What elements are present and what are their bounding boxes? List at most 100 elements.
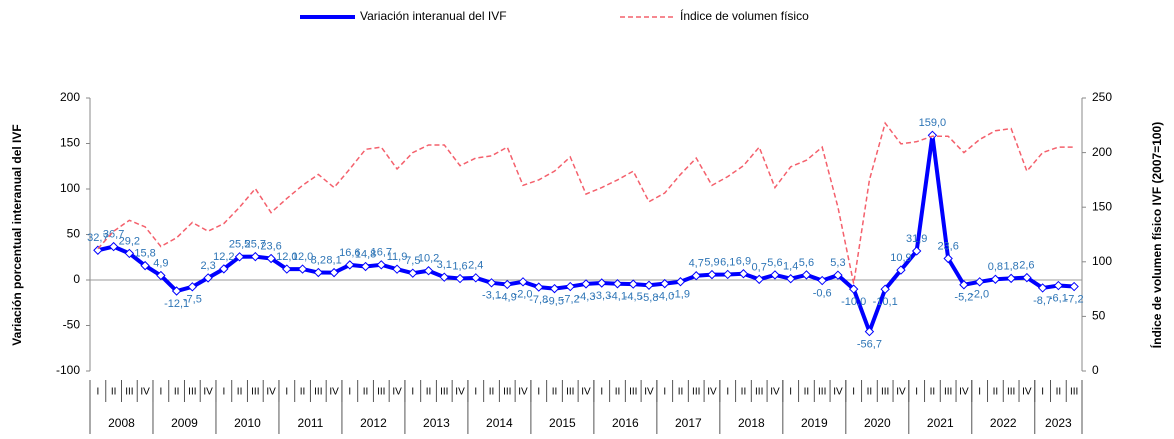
data-label: -2,0 xyxy=(970,289,989,301)
marker xyxy=(1022,272,1032,283)
marker xyxy=(691,271,701,281)
y-tick-label: 100 xyxy=(60,181,80,195)
data-label: 6,9 xyxy=(736,256,751,268)
marker xyxy=(124,248,135,259)
marker xyxy=(1037,283,1048,293)
data-label: -4,0 xyxy=(655,291,674,303)
year-label: 2011 xyxy=(298,416,324,430)
x-tick-label: III xyxy=(125,387,133,398)
y-tick-label: 50 xyxy=(67,227,81,241)
data-label: 29,2 xyxy=(119,235,140,247)
marker xyxy=(392,264,402,274)
data-label: 31,9 xyxy=(906,233,927,245)
marker xyxy=(345,260,355,270)
x-tick-label: IV xyxy=(392,387,402,398)
data-label: 16,6 xyxy=(339,247,360,259)
data-label: 36,7 xyxy=(103,229,124,241)
data-label: 2,6 xyxy=(1019,260,1034,272)
year-label: 2019 xyxy=(801,416,828,430)
x-tick-label: III xyxy=(440,387,448,398)
x-tick-label: III xyxy=(944,387,952,398)
data-label: -5,2 xyxy=(954,292,973,304)
data-label: 23,6 xyxy=(937,240,958,252)
x-tick-label: III xyxy=(1070,387,1078,398)
data-label: 5,3 xyxy=(830,257,845,269)
marker xyxy=(187,282,198,292)
y2-tick-label: 250 xyxy=(1092,90,1112,104)
x-tick-label: I xyxy=(663,387,666,398)
marker xyxy=(770,270,780,280)
year-label: 2015 xyxy=(549,416,576,430)
data-label: -6,1 xyxy=(1049,292,1068,304)
y-tick-label: -50 xyxy=(63,318,81,332)
x-tick-label: IV xyxy=(770,387,780,398)
data-label: 1,6 xyxy=(452,260,467,272)
x-tick-label: II xyxy=(1056,387,1062,398)
year-label: 2020 xyxy=(864,416,891,430)
y-tick-label: 0 xyxy=(73,272,80,286)
year-label: 2023 xyxy=(1045,416,1072,430)
x-tick-label: III xyxy=(566,387,574,398)
year-label: 2010 xyxy=(234,416,261,430)
x-tick-label: IV xyxy=(518,387,528,398)
marker xyxy=(628,279,638,289)
x-tick-label: I xyxy=(285,387,288,398)
year-label: 2012 xyxy=(360,416,387,430)
marker xyxy=(943,253,953,264)
marker xyxy=(785,274,796,284)
x-tick-label: I xyxy=(474,387,477,398)
data-label: -4,3 xyxy=(577,291,596,303)
data-label: -7,5 xyxy=(183,294,202,306)
marker xyxy=(1053,280,1064,291)
marker xyxy=(93,245,103,255)
marker xyxy=(486,278,497,288)
year-label: 2014 xyxy=(486,416,513,430)
data-label: -9,5 xyxy=(545,296,564,308)
data-label: 32,7 xyxy=(87,232,108,244)
marker xyxy=(439,272,449,282)
data-label: 2,4 xyxy=(468,260,483,272)
x-tick-label: IV xyxy=(329,387,339,398)
marker xyxy=(927,130,938,141)
data-label: 4,7 xyxy=(689,258,704,270)
year-label: 2018 xyxy=(738,416,765,430)
data-label: 0,7 xyxy=(752,261,767,273)
data-label: -4,9 xyxy=(498,291,517,303)
y-axis-title: Variación porcentual interanual del IVF xyxy=(10,124,24,345)
data-label: -8,7 xyxy=(1033,295,1052,307)
marker xyxy=(911,246,922,256)
data-label: 3,1 xyxy=(437,259,452,271)
marker xyxy=(140,260,150,271)
marker xyxy=(612,279,623,289)
x-tick-label: III xyxy=(818,387,826,398)
x-tick-label: I xyxy=(1041,387,1044,398)
marker xyxy=(1069,281,1079,292)
x-tick-label: II xyxy=(363,387,369,398)
data-label: -5,8 xyxy=(639,292,658,304)
data-label: 12,2 xyxy=(213,251,234,263)
data-label: 159,0 xyxy=(919,117,947,129)
legend-label: Variación interanual del IVF xyxy=(360,9,507,23)
year-label: 2009 xyxy=(171,416,198,430)
marker xyxy=(471,273,481,283)
data-label: 8,2 xyxy=(311,254,326,266)
x-tick-label: IV xyxy=(644,387,654,398)
marker xyxy=(502,279,512,290)
x-tick-label: II xyxy=(237,387,243,398)
x-tick-label: II xyxy=(678,387,684,398)
x-tick-label: III xyxy=(629,387,637,398)
marker xyxy=(360,261,371,272)
data-label: -4,1 xyxy=(608,291,627,303)
x-tick-label: I xyxy=(726,387,729,398)
data-label: 7,5 xyxy=(405,255,420,267)
marker xyxy=(801,270,812,280)
marker xyxy=(534,282,544,292)
y-tick-label: 200 xyxy=(60,90,80,104)
marker xyxy=(817,275,827,286)
marker xyxy=(549,283,560,294)
marker xyxy=(597,278,607,288)
data-label: 16,7 xyxy=(371,247,392,259)
year-label: 2013 xyxy=(423,416,450,430)
marker xyxy=(896,265,906,275)
marker xyxy=(581,279,591,289)
